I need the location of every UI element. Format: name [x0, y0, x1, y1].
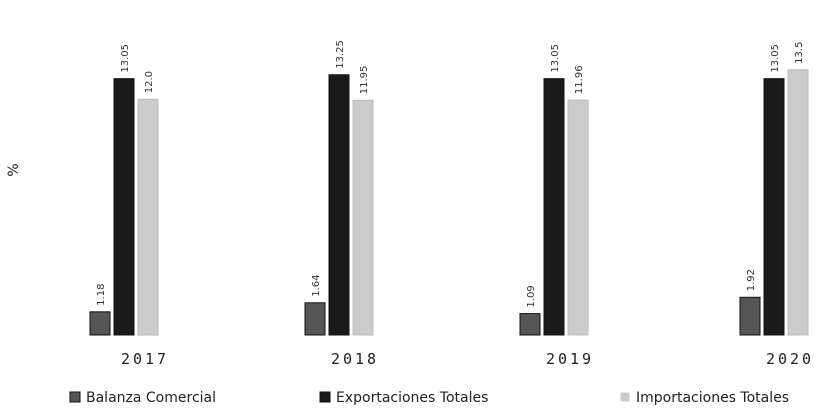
legend-swatch-importaciones-totales: [619, 391, 631, 403]
bar-exportaciones-totales-2017: [113, 78, 135, 336]
bar-balanza-comercial-2020: [739, 296, 761, 336]
bar-importaciones-totales-2020: [787, 69, 809, 336]
bar-exportaciones-totales-2019: [543, 78, 565, 336]
data-label-balanza-comercial-2017: 1.18: [96, 284, 107, 306]
bar-balanza-comercial-2019: [519, 313, 541, 336]
bar-importaciones-totales-2019: [567, 99, 589, 336]
data-label-balanza-comercial-2018: 1.64: [311, 275, 322, 297]
x-tick-label-2020: 2020: [766, 350, 814, 368]
data-labels-group: 1.18 13.05 12.0 1.64 13.25 11.95 1.09 13.05 11.9…: [96, 40, 805, 307]
data-label-balanza-comercial-2020: 1.92: [746, 269, 757, 291]
x-tick-labels-group: 2017 2018 2019 2020: [121, 350, 814, 368]
bar-exportaciones-totales-2018: [328, 74, 350, 336]
bar-importaciones-totales-2018: [352, 99, 374, 336]
legend-label-balanza-comercial: Balanza Comercial: [86, 390, 216, 406]
legend-swatch-exportaciones-totales: [319, 391, 331, 403]
data-label-exportaciones-totales-2020: 13.05: [770, 44, 781, 73]
legend: Balanza Comercial Exportaciones Totales Im…: [69, 390, 789, 406]
legend-swatch-balanza-comercial: [69, 391, 81, 403]
bar-balanza-comercial-2017: [89, 311, 111, 336]
bar-exportaciones-totales-2020: [763, 78, 785, 336]
data-label-exportaciones-totales-2017: 13.05: [120, 44, 131, 73]
data-label-importaciones-totales-2018: 11.95: [359, 66, 370, 95]
data-label-exportaciones-totales-2018: 13.25: [335, 40, 346, 69]
bar-importaciones-totales-2017: [137, 98, 159, 336]
data-label-importaciones-totales-2019: 11.96: [574, 65, 585, 94]
bar-balanza-comercial-2018: [304, 302, 326, 336]
y-axis-label: %: [6, 163, 22, 176]
legend-label-exportaciones-totales: Exportaciones Totales: [336, 390, 488, 406]
data-label-importaciones-totales-2020: 13.5: [794, 42, 805, 64]
x-tick-label-2018: 2018: [331, 350, 379, 368]
x-tick-label-2017: 2017: [121, 350, 169, 368]
data-label-exportaciones-totales-2019: 13.05: [550, 44, 561, 73]
x-tick-label-2019: 2019: [546, 350, 594, 368]
bars-group: [89, 69, 809, 336]
data-label-importaciones-totales-2017: 12.0: [144, 71, 155, 93]
data-label-balanza-comercial-2019: 1.09: [526, 285, 537, 307]
legend-label-importaciones-totales: Importaciones Totales: [636, 390, 789, 406]
